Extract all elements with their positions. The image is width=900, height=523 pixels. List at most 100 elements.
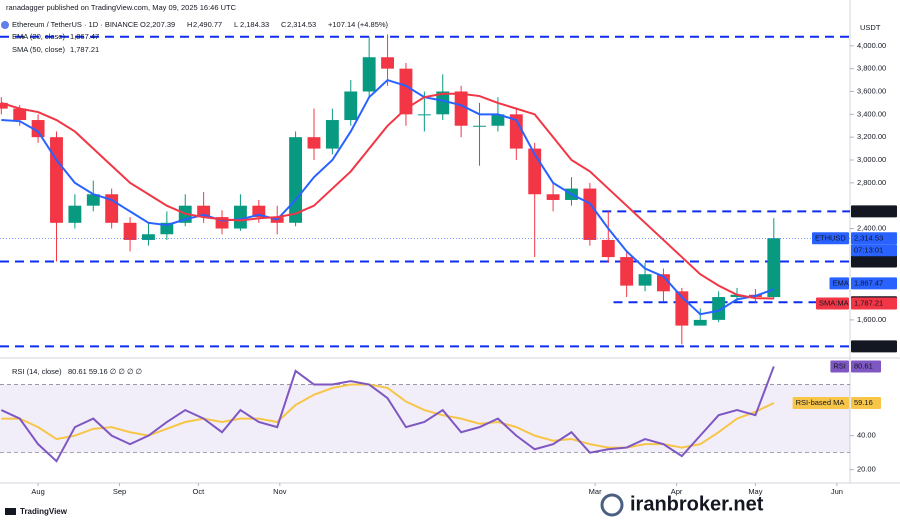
ohlc-value: 2,184.33 [240, 20, 269, 29]
ma-line [1, 78, 775, 316]
candle-body [233, 205, 247, 229]
x-tick-label: Nov [273, 487, 287, 496]
axis-tag [851, 244, 897, 257]
axis-tag [851, 297, 897, 310]
axis-tag [792, 396, 849, 409]
candle-body [252, 205, 266, 218]
candle-body [712, 297, 726, 320]
y-tick-label: 3,800.00 [857, 64, 886, 73]
candle-body [381, 57, 394, 69]
x-tick-label: Sep [113, 487, 126, 496]
legend-value: 1,867.47 [70, 32, 99, 41]
axis-tag-text: ETHUSD [815, 233, 846, 242]
candle-body [417, 114, 431, 116]
candle-body [68, 205, 82, 223]
publisher: ranadagger published on TradingView.com,… [6, 3, 237, 12]
candle-body [657, 274, 670, 292]
axis-tag-text: 07:13:01 [854, 245, 883, 254]
axis-tag-text: 1,787.21 [854, 298, 883, 307]
ohlc-value: 2,314.53 [287, 20, 316, 29]
axis-tag-text: 1,867.47 [854, 278, 883, 287]
axis-tag [812, 232, 849, 245]
watermark: iranbroker.net [630, 493, 764, 515]
axis-tag [851, 232, 897, 245]
candle-body [693, 319, 707, 326]
axis-tag-text: 2,111.00 [854, 257, 882, 266]
y-tick-label: 2,800.00 [857, 178, 886, 187]
candle-body [160, 222, 174, 235]
candle-body [730, 294, 744, 298]
axis-tag [851, 360, 881, 373]
symbol-icon [1, 21, 9, 29]
candle-body [491, 114, 505, 126]
x-tick-label: Jun [831, 487, 843, 496]
axis-tag-text: 1,368.00 [854, 341, 883, 350]
axis-tag [829, 277, 849, 290]
y-tick-label: 1,600.00 [857, 315, 886, 324]
axis-tag [851, 255, 897, 268]
candle-body [86, 194, 100, 206]
y-tick-label: 3,200.00 [857, 132, 886, 141]
x-tick-label: Oct [193, 487, 206, 496]
y-tick-label: 20.00 [857, 465, 876, 474]
candle-body [509, 114, 523, 149]
chart-title: Ethereum / TetherUS · 1D · BINANCE [12, 20, 138, 29]
axis-tag-text: SMA:MA [819, 298, 849, 307]
axis-tag-text: RSI-based MA [796, 398, 845, 407]
logo: TradingView [20, 507, 68, 516]
candle-body [399, 68, 413, 115]
axis-tag [816, 297, 849, 310]
candle-body [454, 91, 468, 126]
candle-body [601, 239, 615, 258]
y-tick-label: 2,400.00 [857, 224, 886, 233]
candle-body [123, 222, 137, 240]
rsi-title: RSI (14, close) [12, 367, 62, 376]
candle-body [13, 108, 27, 121]
currency: USDT [860, 23, 881, 32]
candle-body [215, 217, 229, 229]
rsi-line [0, 366, 775, 463]
axis-tag-text: 80.61 [854, 361, 873, 370]
y-tick-label: 40.00 [857, 431, 876, 440]
x-tick-label: May [748, 487, 762, 496]
candle-body [289, 137, 303, 223]
legend-value: 1,787.21 [70, 45, 99, 54]
ma-line [1, 92, 774, 300]
candle-body [436, 91, 450, 115]
x-tick-label: Aug [31, 487, 44, 496]
candle-body [31, 120, 45, 138]
axis-tag-text: RSI [833, 361, 846, 370]
candle-body [344, 91, 358, 121]
ohlc-key: O [140, 20, 146, 29]
candle-body [307, 137, 321, 149]
rsi-band [0, 384, 850, 453]
axis-tag-text: 2,550.00 [854, 206, 883, 215]
change: +107.14 (+4.85%) [328, 20, 389, 29]
axis-tag [851, 340, 897, 353]
logo-icon [5, 508, 16, 515]
legend-name: SMA (50, close) [12, 45, 65, 54]
candle-body [546, 194, 560, 200]
rsi-line [1, 383, 775, 449]
ohlc-value: 2,207.39 [146, 20, 175, 29]
x-tick-label: Mar [589, 487, 602, 496]
axis-tag-text: 59.16 [854, 398, 873, 407]
candle-body [50, 137, 63, 223]
y-tick-label: 4,000.00 [857, 41, 886, 50]
axis-tag [830, 360, 849, 373]
candle-body [0, 102, 8, 109]
candle-body [620, 257, 634, 286]
candle-body [142, 234, 155, 240]
axis-tag-text: 2,314.53 [854, 233, 883, 242]
ohlc-key: L [234, 20, 238, 29]
candle-body [638, 274, 652, 286]
x-tick-label: Apr [671, 487, 683, 496]
legend-name: EMA (20, close) [12, 32, 65, 41]
candle-body [767, 238, 781, 298]
axis-tag [851, 277, 897, 290]
y-tick-label: 3,600.00 [857, 86, 886, 95]
candle-body [325, 120, 339, 149]
ohlc-value: 2,490.77 [193, 20, 222, 29]
axis-tag [851, 396, 881, 409]
